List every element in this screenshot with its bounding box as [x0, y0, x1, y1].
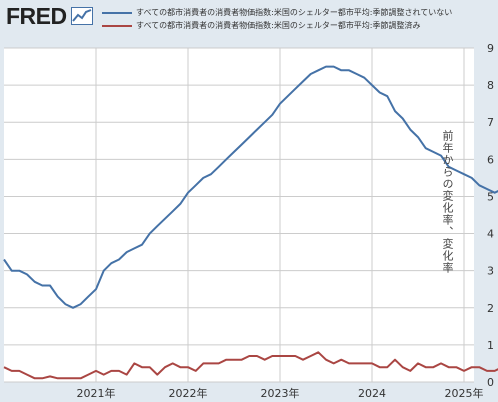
- plot-area: [4, 48, 474, 382]
- y-axis-label: 前年からの変化率、変化率: [441, 130, 454, 274]
- y-tick-label: 7: [487, 116, 494, 129]
- y-tick-label: 0: [487, 376, 494, 389]
- series-line-1[interactable]: [3, 65, 498, 309]
- y-tick-label: 4: [487, 228, 494, 241]
- legend-label-series2: すべての都市消費者の消費者物価指数:米国のシェルター都市平均:季節調整済み: [136, 21, 421, 30]
- series-layer: [3, 65, 498, 380]
- y-tick-label: 6: [487, 153, 494, 166]
- x-tick-label: 2022年: [169, 386, 208, 400]
- fred-logo[interactable]: FRED: [6, 2, 93, 29]
- x-axis-ticks: 2021年 2022年 2023年 2024 2025年: [77, 386, 484, 400]
- y-tick-label: 3: [487, 265, 494, 278]
- y-axis-ticks: 0 1 2 3 4 5 6 7 8 9: [487, 42, 494, 389]
- line-chart-icon: [70, 7, 93, 25]
- y-tick-label: 5: [487, 190, 494, 203]
- y-tick-label: 8: [487, 79, 494, 92]
- y-tick-label: 1: [487, 339, 494, 352]
- x-tick-label: 2021年: [77, 386, 116, 400]
- legend-swatch-series2: [102, 24, 132, 27]
- y-tick-label: 9: [487, 42, 494, 55]
- legend-label-series1: すべての都市消費者の消費者物価指数:米国のシェルター都市平均:季節調整されていな…: [136, 8, 453, 17]
- legend-item-series1[interactable]: すべての都市消費者の消費者物価指数:米国のシェルター都市平均:季節調整されていな…: [102, 6, 452, 19]
- legend: すべての都市消費者の消費者物価指数:米国のシェルター都市平均:季節調整されていな…: [102, 6, 452, 32]
- x-tick-label: 2023年: [261, 386, 300, 400]
- y-tick-label: 2: [487, 302, 494, 315]
- x-tick-label: 2024: [358, 387, 386, 400]
- grid-lines: [4, 47, 474, 383]
- legend-item-series2[interactable]: すべての都市消費者の消費者物価指数:米国のシェルター都市平均:季節調整済み: [102, 19, 452, 32]
- x-tick-label: 2025年: [445, 386, 484, 400]
- fred-logo-text: FRED: [6, 2, 67, 29]
- legend-swatch-series1: [102, 11, 132, 14]
- series-line-2[interactable]: [3, 351, 498, 380]
